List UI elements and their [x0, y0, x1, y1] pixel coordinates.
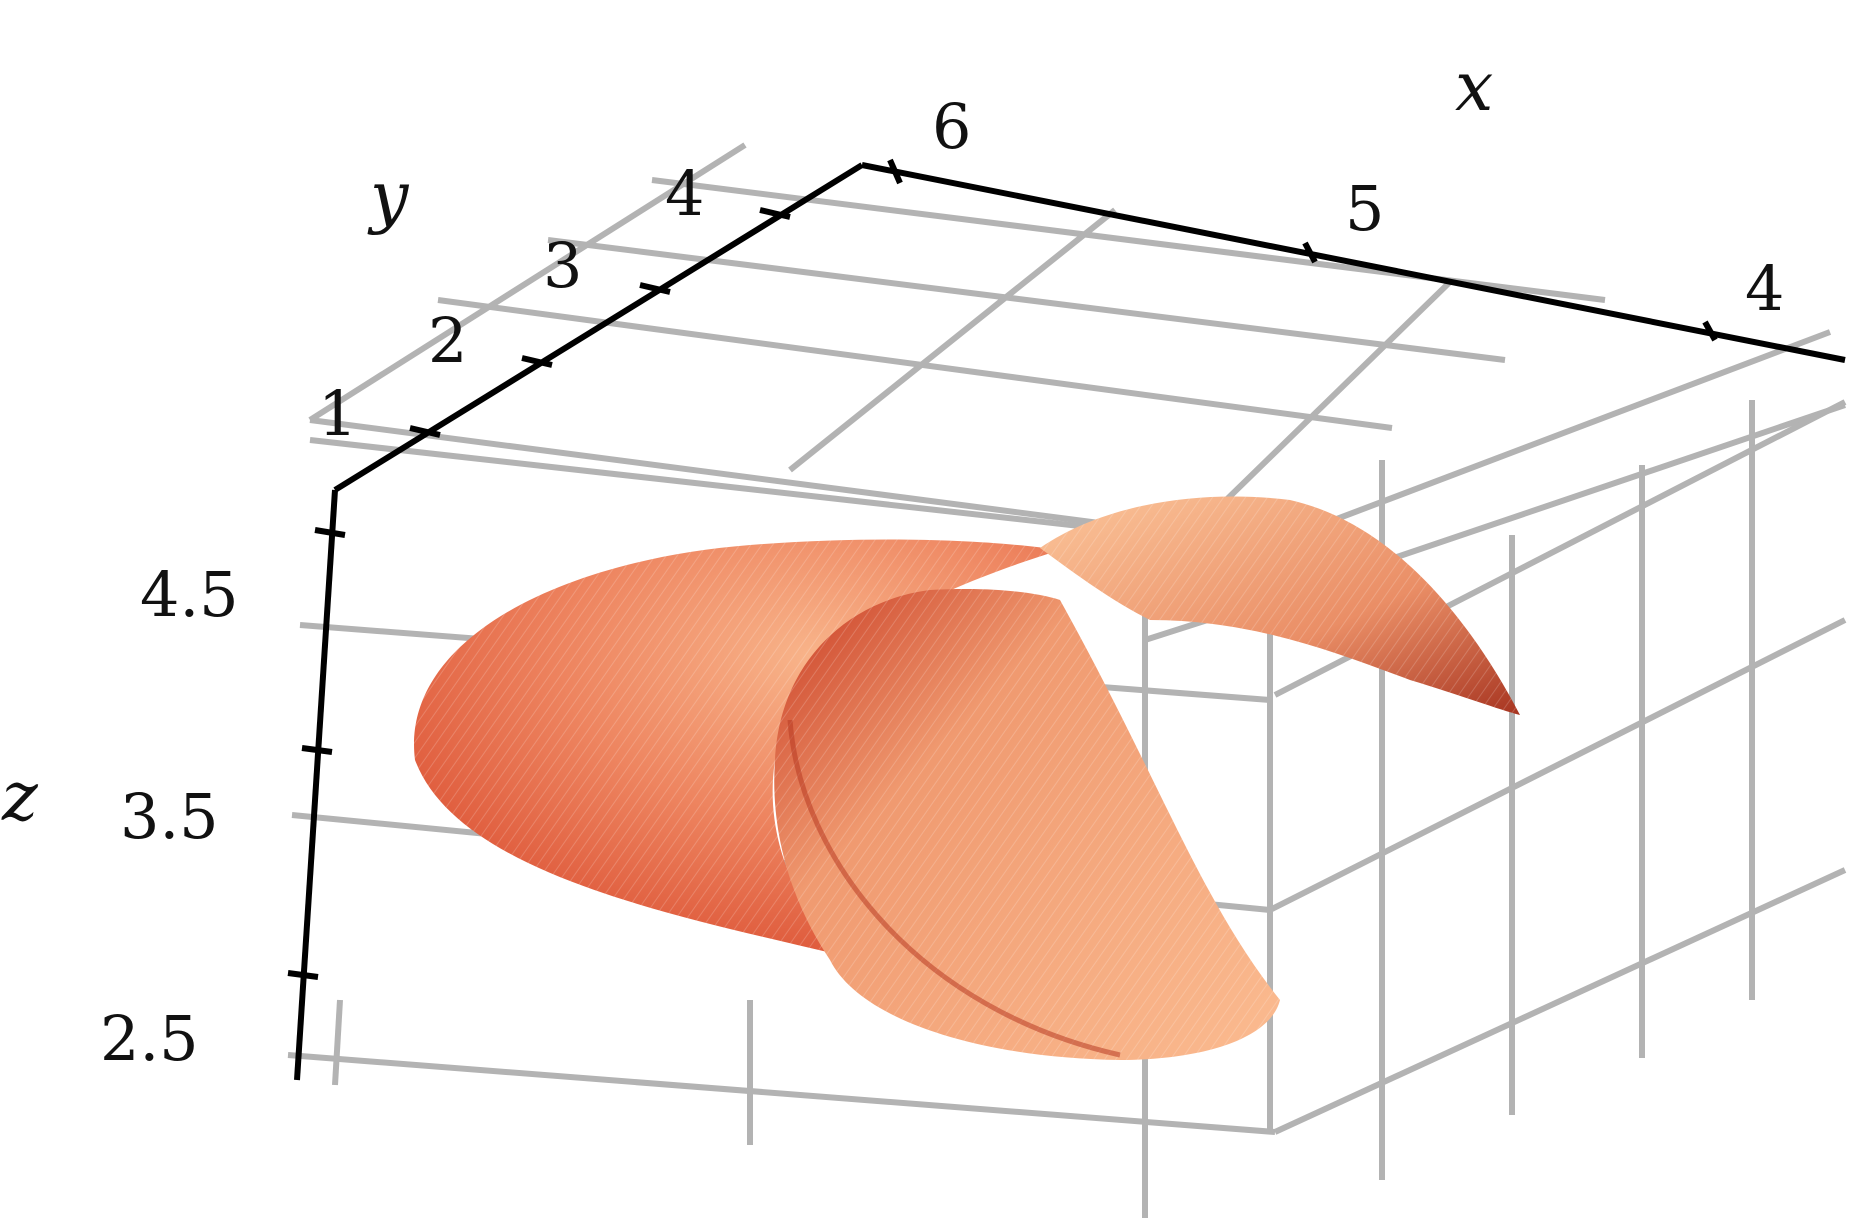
right-plane-3 — [1273, 867, 1847, 1135]
z-tick-4.5 — [314, 527, 346, 538]
z-grid-back-1 — [309, 437, 1161, 538]
z-tick-label-2.5: 2.5 — [100, 1002, 199, 1075]
z-grid-back-4 — [287, 1052, 1276, 1135]
z-axis-label: z — [1, 758, 39, 837]
y-tick-label-2: 2 — [428, 304, 467, 377]
x-tick-label-6: 6 — [932, 90, 971, 163]
axis-text: x y z 6 5 4 1 2 3 4 4.5 3.5 2.5 — [1, 48, 1784, 1075]
surface-fold-shadow — [787, 719, 1121, 1058]
z-tick-3.5 — [301, 745, 333, 755]
vert-grid-8 — [332, 999, 343, 1086]
y-grid-3 — [547, 237, 1506, 363]
z-axis-line — [294, 489, 338, 1081]
z-tick-label-3.5: 3.5 — [120, 780, 219, 853]
back-edge — [308, 142, 747, 423]
right-plane-2 — [1268, 617, 1847, 913]
y-tick-2 — [521, 355, 553, 368]
z-tick-2.5 — [287, 970, 319, 980]
z-tick-label-4.5: 4.5 — [140, 558, 239, 631]
x-grid-5 — [788, 207, 1117, 473]
y-grid-2 — [437, 297, 1393, 431]
x-tick-label-4: 4 — [1745, 252, 1784, 325]
x-tick-6 — [887, 158, 903, 185]
surface — [414, 496, 1520, 1060]
x-axis-line — [861, 162, 1846, 363]
y-tick-4 — [759, 207, 791, 220]
y-tick-label-3: 3 — [543, 229, 582, 302]
y-axis-label: y — [367, 158, 410, 237]
x-axis-label: x — [1455, 48, 1493, 127]
y-tick-1 — [409, 425, 441, 438]
y-tick-3 — [639, 282, 671, 295]
x-tick-5 — [1302, 241, 1318, 264]
y-tick-label-4: 4 — [665, 157, 704, 230]
x-tick-4 — [1702, 320, 1718, 342]
x-grid-far — [1266, 329, 1832, 548]
x-tick-label-5: 5 — [1345, 172, 1384, 245]
y-tick-label-1: 1 — [318, 377, 357, 450]
axes — [287, 158, 1846, 1081]
y-axis-line — [333, 162, 864, 493]
